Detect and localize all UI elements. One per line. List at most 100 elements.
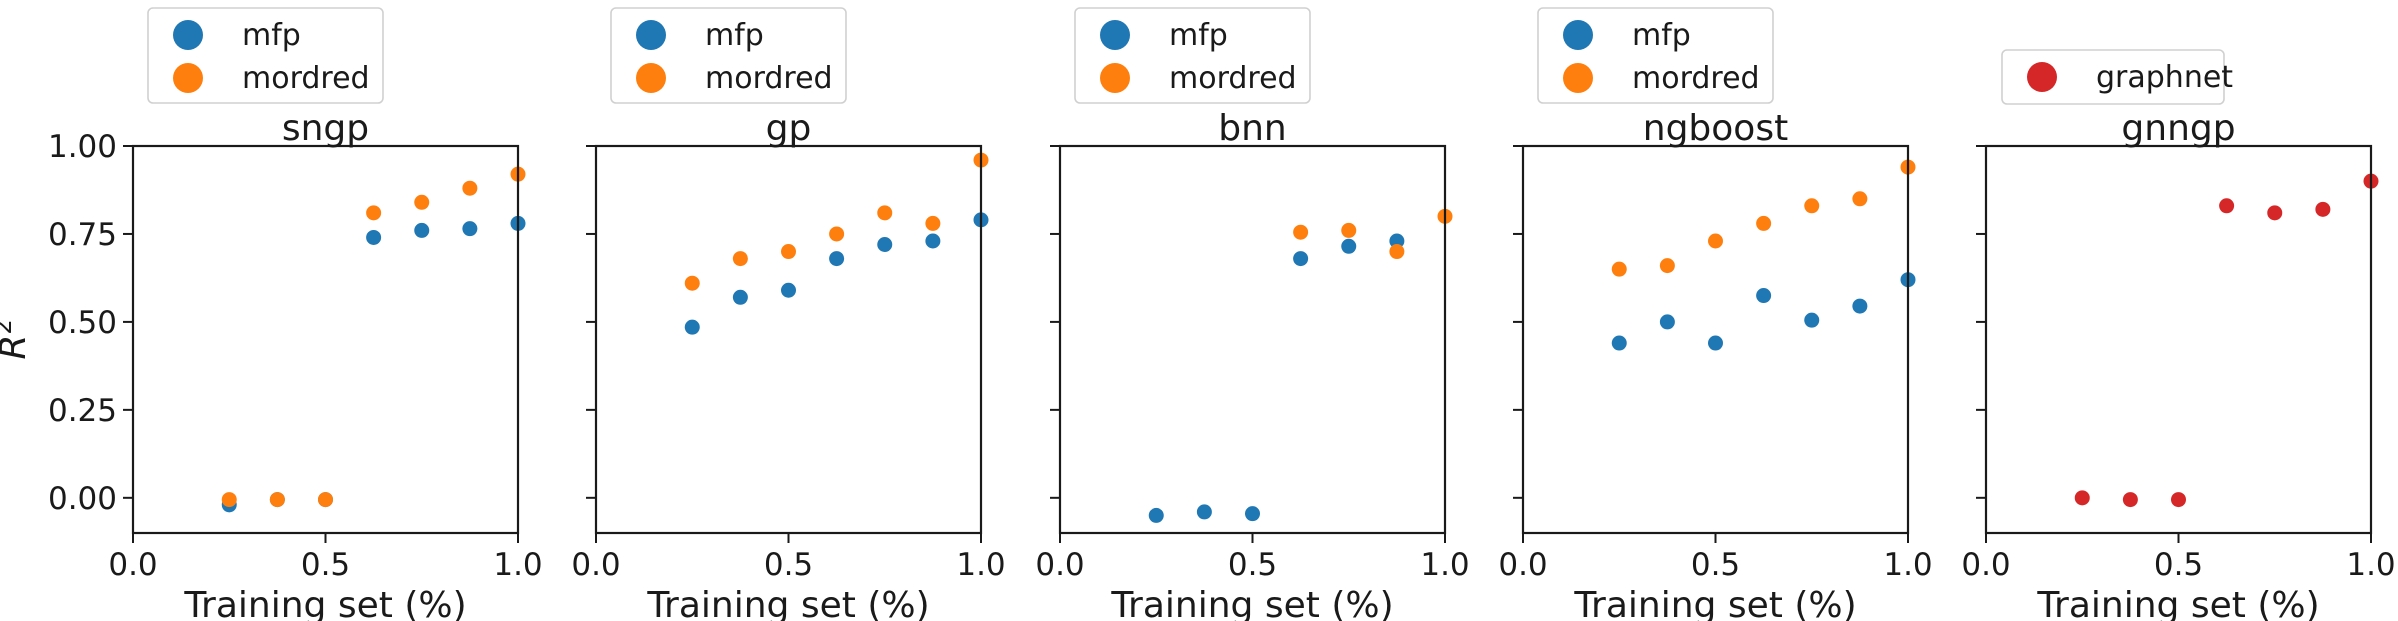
legend-marker — [173, 63, 203, 93]
legend-label: mfp — [1632, 18, 1691, 53]
series-mfp — [1148, 233, 1405, 523]
legend-label: mordred — [1632, 61, 1760, 96]
panel-ngboost: 0.0 0.5 1.0 ngboost Training set (%) — [1498, 108, 1932, 621]
x-axis-label: Training set (%) — [1110, 585, 1393, 621]
legend-bnn: mfp mordred — [1074, 7, 1311, 104]
y-tick-label: 0.25 — [48, 393, 117, 429]
data-point — [414, 222, 430, 238]
data-point — [2267, 205, 2283, 221]
legend-label: mfp — [242, 18, 301, 53]
series-graphnet — [2074, 173, 2379, 508]
data-point — [1852, 298, 1868, 314]
series-mfp — [221, 215, 526, 513]
data-point — [684, 319, 700, 335]
series-mordred — [1293, 208, 1453, 260]
legend-box — [610, 7, 847, 104]
y-tick-label: 0.50 — [48, 305, 117, 341]
x-axis-label: Training set (%) — [2036, 585, 2319, 621]
plot-frame — [594, 144, 983, 535]
panel-title: ngboost — [1643, 108, 1788, 149]
data-point — [1708, 233, 1723, 249]
panel-gnngp: 0.0 0.5 1.0 gnngp Training set (%) — [1961, 108, 2395, 621]
panel-sngp: 0.0 0.5 1.0 0.00 0.25 0.50 0.75 1.00 sngp Trainin… — [0, 108, 543, 621]
data-point — [732, 251, 748, 267]
data-point — [829, 226, 845, 242]
x-tick-label: 0.0 — [571, 547, 620, 583]
series-mordred — [1611, 159, 1916, 277]
legend-marker — [1563, 20, 1593, 50]
panel-title: gp — [766, 108, 812, 149]
data-point — [2171, 492, 2186, 508]
data-point — [1148, 507, 1164, 523]
data-point — [925, 233, 941, 249]
data-point — [366, 229, 382, 245]
x-tick-label: 0.5 — [301, 547, 350, 583]
x-tick-label: 0.0 — [108, 547, 157, 583]
data-point — [221, 492, 237, 508]
plot-frame — [1058, 144, 1447, 535]
data-point — [1611, 261, 1627, 277]
x-tick-label: 1.0 — [2346, 547, 2395, 583]
legend-marker — [173, 20, 203, 50]
x-tick-label: 0.5 — [764, 547, 813, 583]
data-point — [1804, 312, 1820, 328]
panel-title: bnn — [1218, 108, 1286, 149]
legend-marker — [636, 63, 666, 93]
series-mfp — [1611, 272, 1916, 351]
legend-label: mfp — [1169, 18, 1228, 53]
x-tick-label: 1.0 — [1420, 547, 1469, 583]
y-tick-label: 1.00 — [48, 129, 117, 165]
data-point — [1341, 238, 1357, 254]
series-mfp — [684, 212, 989, 335]
x-tick-label: 0.5 — [2154, 547, 2203, 583]
series-mordred — [221, 166, 526, 508]
plot-frame — [131, 144, 520, 535]
series-mordred — [684, 152, 989, 291]
data-point — [318, 492, 333, 508]
x-tick-label: 1.0 — [493, 547, 542, 583]
data-point — [1389, 233, 1405, 249]
data-point — [829, 251, 845, 267]
plot-frame — [1984, 144, 2373, 535]
legend-label: mordred — [242, 61, 370, 96]
legend-box — [2001, 49, 2225, 105]
data-point — [1659, 258, 1675, 274]
legend-sngp: mfp mordred — [147, 7, 384, 104]
legend-gnngp: graphnet — [2001, 49, 2233, 105]
data-point — [781, 244, 796, 260]
data-point — [1341, 222, 1357, 238]
data-point — [877, 237, 893, 253]
legend-box — [1074, 7, 1311, 104]
data-point — [366, 205, 382, 221]
x-tick-label: 0.0 — [1035, 547, 1084, 583]
data-point — [1659, 314, 1675, 330]
data-point — [2074, 490, 2090, 506]
legend-marker — [1100, 63, 1130, 93]
x-tick-label: 0.0 — [1498, 547, 1547, 583]
panel-bnn: 0.0 0.5 1.0 bnn Training set (%) — [1035, 108, 1469, 621]
legend-label: graphnet — [2096, 60, 2233, 95]
data-point — [462, 221, 478, 237]
legend-label: mfp — [705, 18, 764, 53]
legend-marker — [1563, 63, 1593, 93]
data-point — [1196, 504, 1212, 520]
data-point — [1804, 198, 1820, 214]
data-point — [1708, 335, 1723, 351]
legend-ngboost: mfp mordred — [1537, 7, 1774, 104]
data-point — [1293, 224, 1309, 240]
x-tick-label: 0.5 — [1228, 547, 1277, 583]
x-axis-label: Training set (%) — [646, 585, 929, 621]
x-axis-label: Training set (%) — [1573, 585, 1856, 621]
data-point — [1245, 506, 1260, 522]
legend-gp: mfp mordred — [610, 7, 847, 104]
data-point — [732, 289, 748, 305]
data-point — [925, 215, 941, 231]
data-point — [1611, 335, 1627, 351]
legend-marker — [1100, 20, 1130, 50]
data-point — [684, 275, 700, 291]
legend-box — [147, 7, 384, 104]
data-point — [2315, 201, 2331, 217]
y-tick-label: 0.75 — [48, 217, 117, 253]
data-point — [877, 205, 893, 221]
